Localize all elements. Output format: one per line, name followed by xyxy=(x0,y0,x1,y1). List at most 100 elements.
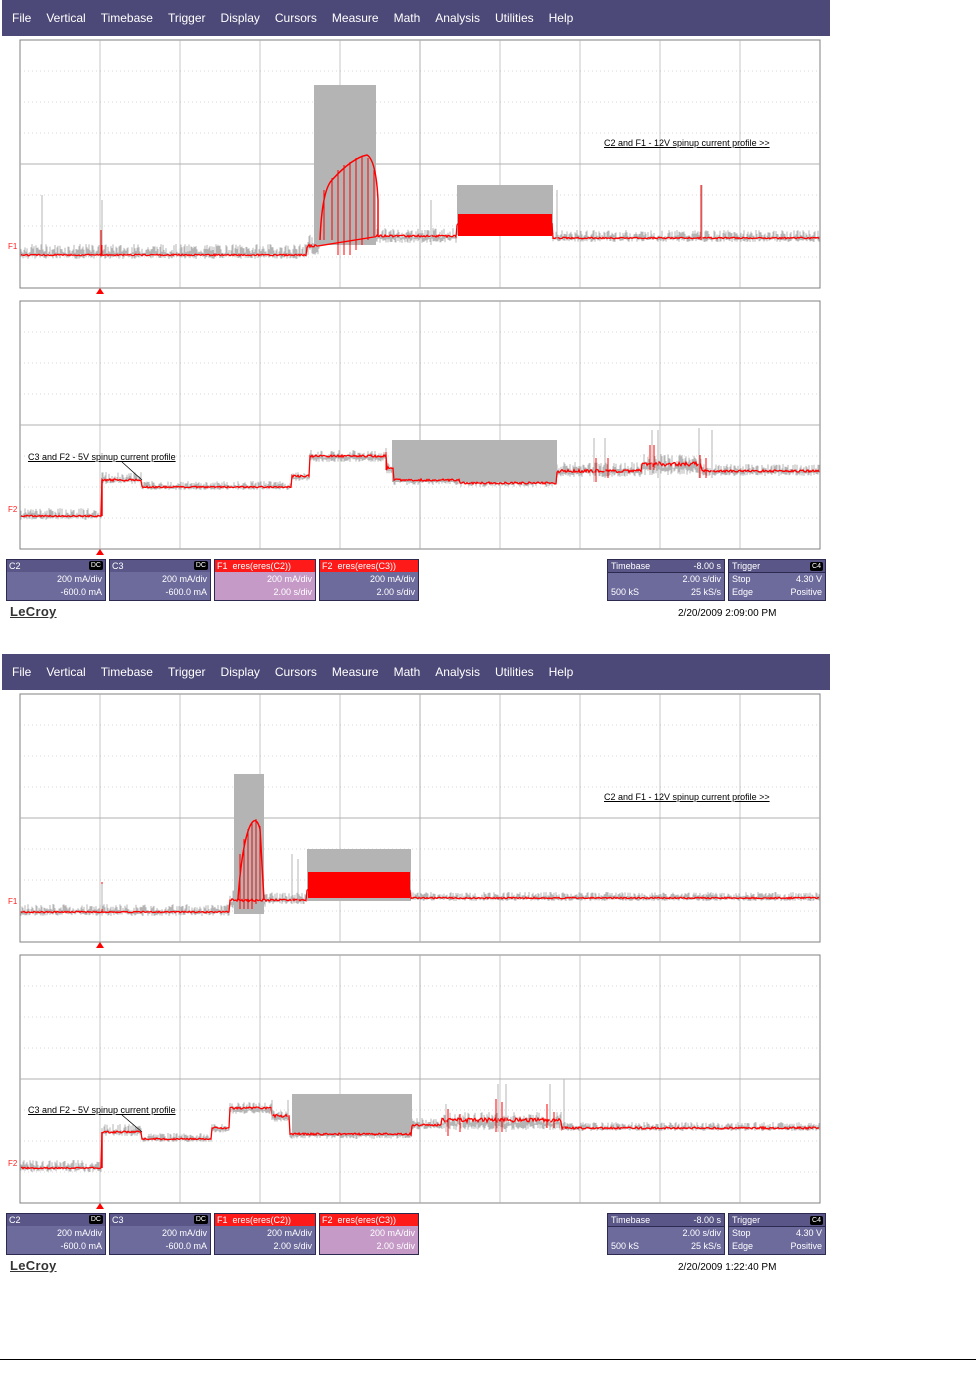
menu-analysis[interactable]: Analysis xyxy=(435,11,480,25)
math-scale: 200 mA/div xyxy=(369,1228,415,1238)
math-time: 2.00 s/div xyxy=(273,1241,312,1251)
channel-offset: -600.0 mA xyxy=(165,587,207,597)
timebase-panel[interactable]: Timebase -8.00 s 2.00 s/div 500 kS 25 kS/s xyxy=(607,559,725,601)
channel-c2-panel[interactable]: C2 DC 200 mA/div -600.0 mA xyxy=(6,1213,106,1255)
menu-trigger[interactable]: Trigger xyxy=(167,11,206,25)
menu-help[interactable]: Help xyxy=(548,11,574,25)
menu-timebase[interactable]: Timebase xyxy=(100,11,153,25)
menu-math[interactable]: Math xyxy=(393,665,421,679)
trigger-marker-upper xyxy=(96,288,104,294)
math-time: 2.00 s/div xyxy=(376,1241,415,1251)
lower-trace xyxy=(20,1102,820,1172)
trigger-mode: Stop xyxy=(732,1228,751,1238)
menu-measure[interactable]: Measure xyxy=(331,11,379,25)
menu-bar: File Vertical Timebase Trigger Display C… xyxy=(2,0,830,36)
menu-analysis[interactable]: Analysis xyxy=(435,665,480,679)
channel-c3-panel[interactable]: C3 DC 200 mA/div -600.0 mA xyxy=(109,1213,211,1255)
lower-graticule xyxy=(19,954,821,1204)
timebase-rate: 25 kS/s xyxy=(690,1241,721,1251)
trace-label-upper: F1 xyxy=(8,897,18,906)
trigger-label: Trigger xyxy=(732,1215,761,1225)
upper-math-plateau xyxy=(458,214,552,236)
menu-file[interactable]: File xyxy=(12,11,32,25)
math-func: eres(eres(C2)) xyxy=(232,1215,292,1225)
timebase-samples: 500 kS xyxy=(611,587,640,597)
menu-file[interactable]: File xyxy=(12,665,32,679)
math-scale: 200 mA/div xyxy=(266,574,312,584)
math-f1-panel[interactable]: F1 eres(eres(C2)) 200 mA/div 2.00 s/div xyxy=(214,1213,316,1255)
upper-math-arc xyxy=(237,820,265,901)
math-f2-panel[interactable]: F2 eres(eres(C3)) 200 mA/div 2.00 s/div xyxy=(319,559,419,601)
coupling-badge: DC xyxy=(193,1215,208,1224)
upper-math-spikes xyxy=(323,156,375,255)
lower-math-spikes xyxy=(385,445,707,482)
math-f1-panel[interactable]: F1 eres(eres(C2)) 200 mA/div 2.00 s/div xyxy=(214,559,316,601)
math-func: eres(eres(C3)) xyxy=(337,1215,397,1225)
timebase-delay: -8.00 s xyxy=(693,1215,721,1225)
channel-scale: 200 mA/div xyxy=(161,574,207,584)
math-func: eres(eres(C2)) xyxy=(232,561,292,571)
trace-label-lower: F2 xyxy=(8,1159,18,1168)
upper-graticule xyxy=(19,39,821,289)
coupling-badge: DC xyxy=(88,561,103,570)
trigger-source: C4 xyxy=(810,562,823,571)
math-time: 2.00 s/div xyxy=(376,587,415,597)
annotation-leader xyxy=(121,1114,143,1133)
scope-capture-2: File Vertical Timebase Trigger Display C… xyxy=(2,654,830,1294)
lower-graticule xyxy=(19,300,821,550)
waveform-display[interactable] xyxy=(2,0,830,560)
menu-utilities[interactable]: Utilities xyxy=(494,11,534,25)
trigger-slope: Positive xyxy=(790,1241,822,1251)
trigger-label: Trigger xyxy=(732,561,761,571)
trigger-panel[interactable]: Trigger C4 Stop 4.30 V Edge Positive xyxy=(728,1213,826,1255)
menu-display[interactable]: Display xyxy=(220,11,260,25)
upper-trace-annotation: C2 and F1 - 12V spinup current profile >… xyxy=(604,138,770,148)
coupling-badge: DC xyxy=(193,561,208,570)
menu-cursors[interactable]: Cursors xyxy=(274,11,317,25)
upper-math-spikes xyxy=(239,819,261,909)
annotation-leader xyxy=(121,461,143,481)
menu-bar: File Vertical Timebase Trigger Display C… xyxy=(2,654,830,690)
menu-timebase[interactable]: Timebase xyxy=(100,665,153,679)
lower-trace xyxy=(20,450,820,520)
scope-capture-1: File Vertical Timebase Trigger Display C… xyxy=(2,0,830,640)
upper-raw-spikes xyxy=(101,854,299,909)
math-f2-panel[interactable]: F2 eres(eres(C3)) 200 mA/div 2.00 s/div xyxy=(319,1213,419,1255)
upper-raw-spikes xyxy=(41,185,703,255)
channel-name: C3 xyxy=(112,561,124,571)
trigger-marker-lower xyxy=(96,549,104,555)
menu-display[interactable]: Display xyxy=(220,665,260,679)
channel-c3-panel[interactable]: C3 DC 200 mA/div -600.0 mA xyxy=(109,559,211,601)
trigger-panel[interactable]: Trigger C4 Stop 4.30 V Edge Positive xyxy=(728,559,826,601)
menu-help[interactable]: Help xyxy=(548,665,574,679)
trace-label-lower: F2 xyxy=(8,505,18,514)
menu-measure[interactable]: Measure xyxy=(331,665,379,679)
menu-math[interactable]: Math xyxy=(393,11,421,25)
timebase-delay: -8.00 s xyxy=(693,561,721,571)
trigger-type: Edge xyxy=(732,587,754,597)
upper-trace-annotation: C2 and F1 - 12V spinup current profile >… xyxy=(604,792,770,802)
trace-label-upper: F1 xyxy=(8,242,18,251)
upper-graticule xyxy=(19,693,821,943)
menu-vertical[interactable]: Vertical xyxy=(46,11,86,25)
waveform-display[interactable] xyxy=(2,654,830,1214)
math-id: F2 xyxy=(322,561,333,571)
timebase-panel[interactable]: Timebase -8.00 s 2.00 s/div 500 kS 25 kS/s xyxy=(607,1213,725,1255)
upper-trace xyxy=(20,221,820,259)
lower-trace-annotation: C3 and F2 - 5V spinup current profile xyxy=(28,452,176,462)
upper-burst-envelope xyxy=(314,85,376,245)
menu-utilities[interactable]: Utilities xyxy=(494,665,534,679)
trigger-marker-lower xyxy=(96,1203,104,1209)
trigger-level: 4.30 V xyxy=(795,1228,822,1238)
timebase-label: Timebase xyxy=(611,561,651,571)
trigger-slope: Positive xyxy=(790,587,822,597)
math-id: F1 xyxy=(217,1215,228,1225)
menu-cursors[interactable]: Cursors xyxy=(274,665,317,679)
menu-trigger[interactable]: Trigger xyxy=(167,665,206,679)
menu-vertical[interactable]: Vertical xyxy=(46,665,86,679)
channel-c2-panel[interactable]: C2 DC 200 mA/div -600.0 mA xyxy=(6,559,106,601)
lower-trace-annotation: C3 and F2 - 5V spinup current profile xyxy=(28,1105,176,1115)
trigger-marker-upper xyxy=(96,942,104,948)
channel-name: C2 xyxy=(9,1215,21,1225)
channel-scale: 200 mA/div xyxy=(56,574,102,584)
